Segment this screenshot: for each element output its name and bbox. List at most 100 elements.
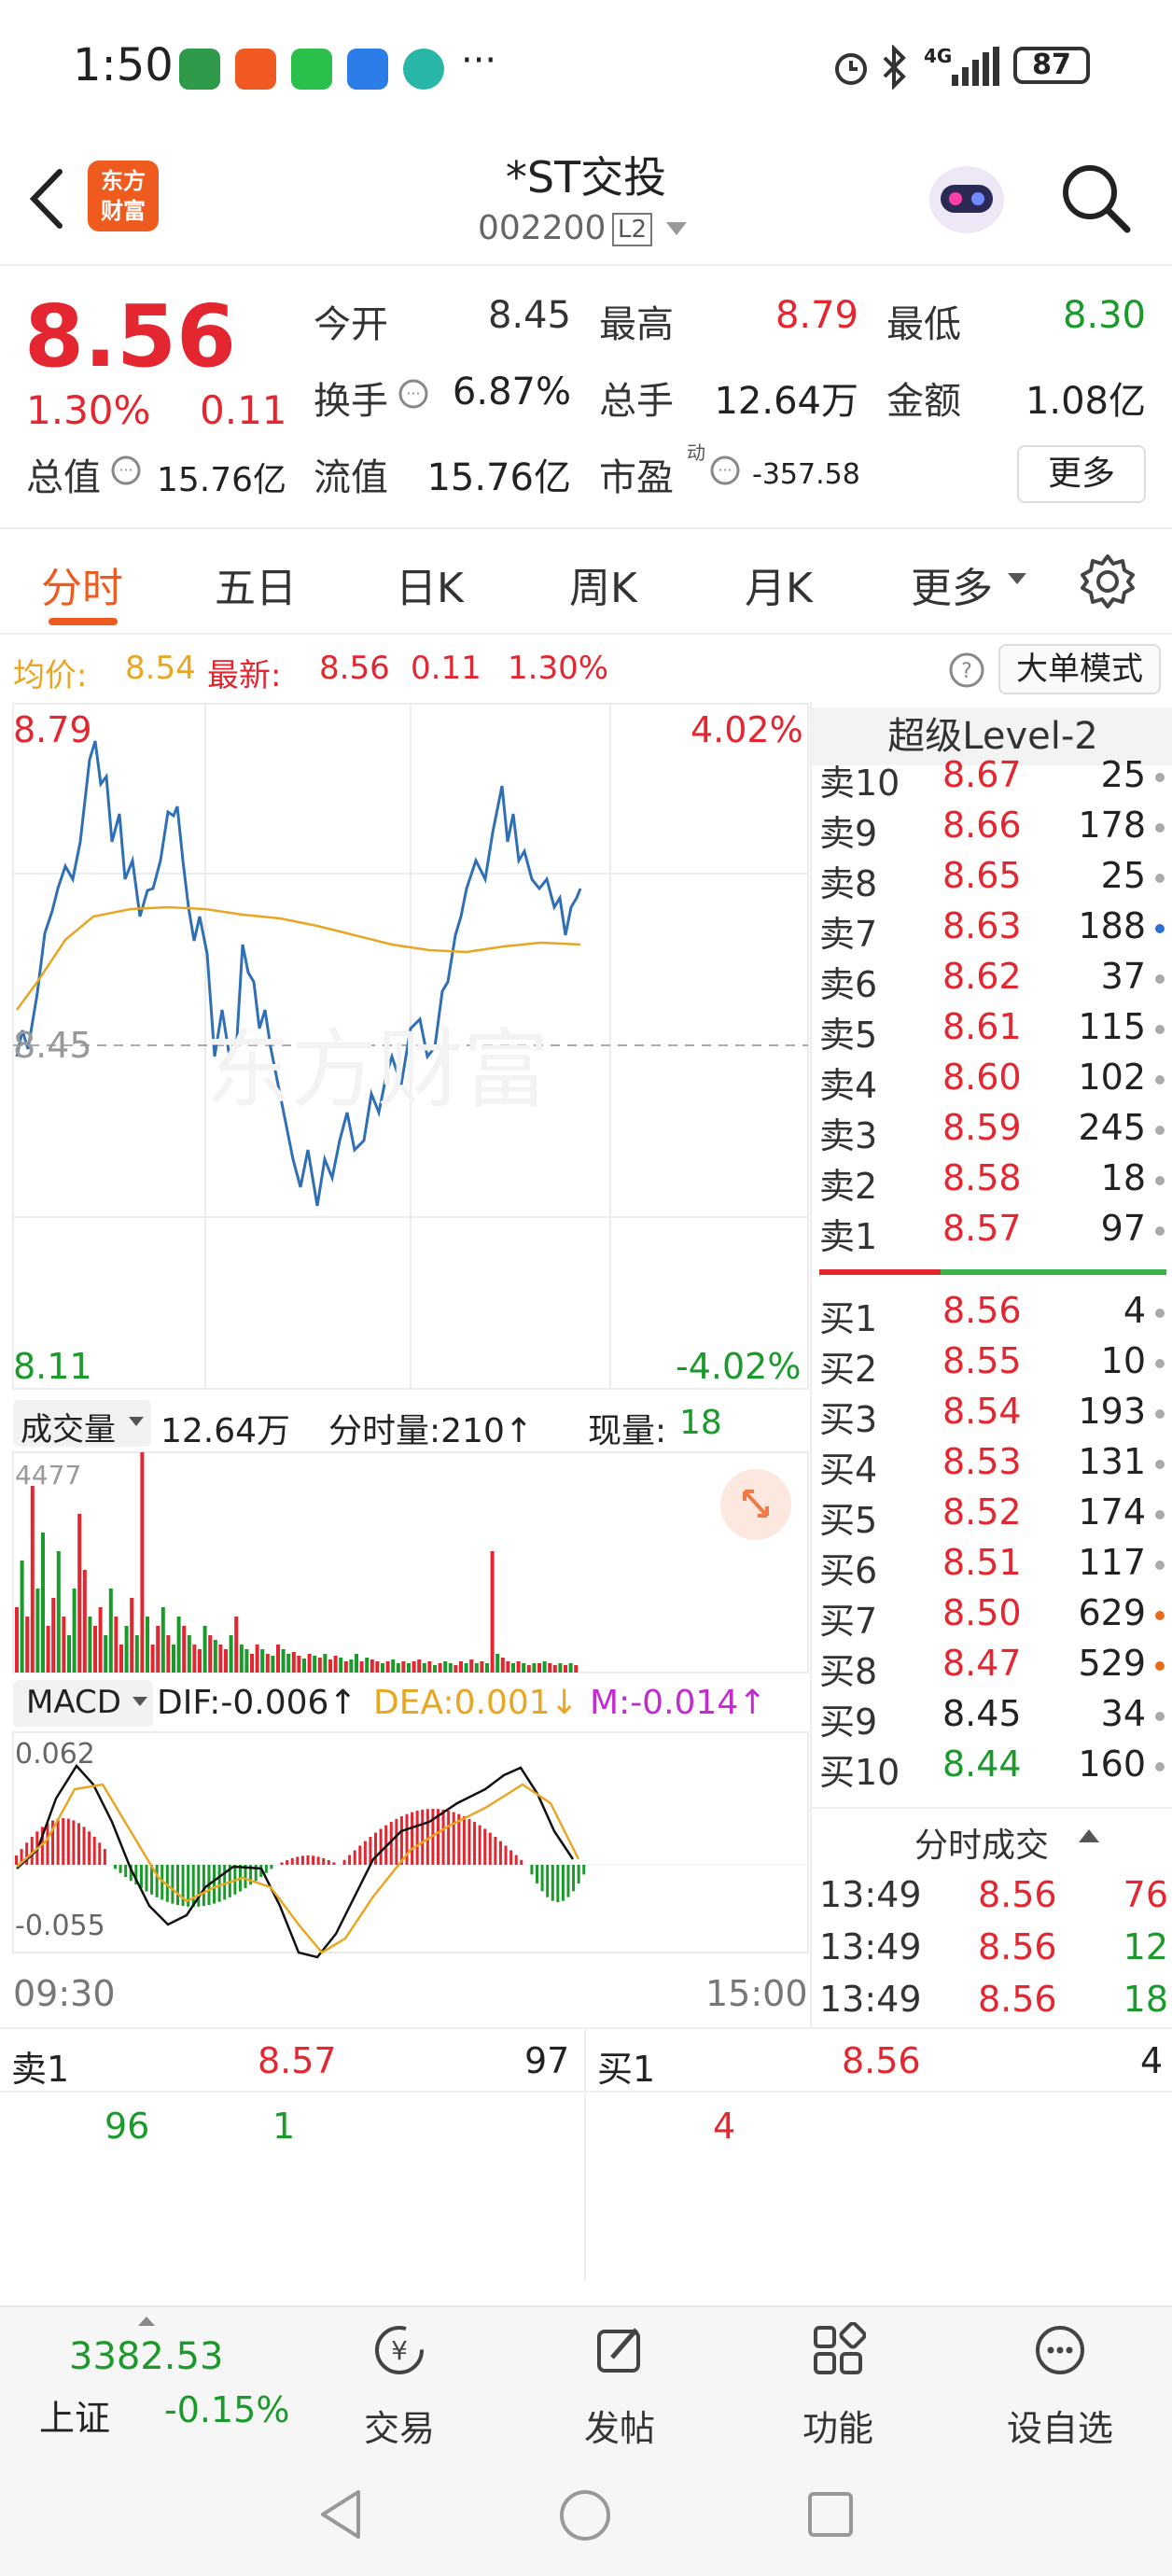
robot-assistant-icon[interactable] xyxy=(922,151,1012,241)
trade-volume: 76 xyxy=(1123,1874,1168,1915)
buy-order-row[interactable]: 买4 8.53 131 xyxy=(812,1441,1172,1491)
large-order-mode-button[interactable]: 大单模式 xyxy=(998,644,1161,694)
help-icon[interactable]: ? xyxy=(948,651,985,689)
back-arrow-icon[interactable] xyxy=(26,166,67,231)
trades-header[interactable]: 分时成交 xyxy=(812,1807,1172,1865)
tab-daily-k[interactable]: 日K xyxy=(396,565,464,612)
current-volume-label: 现量: xyxy=(588,1412,667,1450)
macd-bar xyxy=(327,1860,330,1865)
bluetooth-icon xyxy=(883,45,906,90)
info-circle-icon[interactable]: ··· xyxy=(110,455,142,486)
sell-price: 8.57 xyxy=(942,1208,1022,1249)
sell-price: 8.66 xyxy=(942,805,1022,846)
svg-text:···: ··· xyxy=(119,461,133,479)
macd-bar xyxy=(134,1865,138,1885)
sell-order-row[interactable]: 卖2 8.58 18 xyxy=(812,1157,1172,1208)
macd-bar xyxy=(249,1865,253,1885)
nav-trade[interactable]: ¥ 交易 xyxy=(325,2322,474,2451)
sell-level-label: 卖1 xyxy=(819,1216,878,1257)
volume-bar xyxy=(381,1663,384,1673)
system-recents-icon[interactable] xyxy=(806,2490,855,2539)
trade-yen-icon: ¥ xyxy=(375,2326,424,2374)
tab-more[interactable]: 更多 xyxy=(911,565,993,612)
macd-bar xyxy=(572,1865,576,1892)
dropdown-triangle-icon[interactable] xyxy=(666,222,687,237)
info-circle-icon[interactable]: ··· xyxy=(709,455,741,486)
high-label: 最高 xyxy=(599,303,674,346)
buy-order-row[interactable]: 买9 8.45 34 xyxy=(812,1693,1172,1743)
buy-order-row[interactable]: 买8 8.47 529 xyxy=(812,1643,1172,1693)
sell-order-row[interactable]: 卖4 8.60 102 xyxy=(812,1057,1172,1107)
volume-bar xyxy=(244,1649,249,1673)
app-notification-icon xyxy=(235,49,276,90)
sell-order-row[interactable]: 卖5 8.61 115 xyxy=(812,1006,1172,1057)
macd-bar xyxy=(316,1856,320,1865)
sell-order-row[interactable]: 卖10 8.67 25 xyxy=(812,754,1172,805)
grid-apps-icon xyxy=(814,2321,867,2374)
volume-bar xyxy=(443,1661,448,1673)
volume-bar xyxy=(307,1654,312,1673)
volume-bar xyxy=(313,1656,317,1673)
volume-bar xyxy=(542,1661,547,1673)
sell-volume: 245 xyxy=(1078,1107,1146,1148)
system-back-icon[interactable] xyxy=(317,2488,366,2541)
buy-order-row[interactable]: 买10 8.44 160 xyxy=(812,1743,1172,1794)
expand-chart-button[interactable] xyxy=(720,1469,791,1540)
macd-selector[interactable]: MACD xyxy=(13,1680,153,1727)
search-icon[interactable] xyxy=(1058,161,1133,235)
time-start-label: 09:30 xyxy=(13,1973,116,2014)
index-ticker[interactable]: 3382.53 上证 -0.15% xyxy=(0,2307,299,2447)
sell-order-row[interactable]: 卖6 8.62 37 xyxy=(812,956,1172,1006)
buy-order-row[interactable]: 买6 8.51 117 xyxy=(812,1542,1172,1592)
sell-price: 8.63 xyxy=(942,905,1022,946)
sell-price: 8.60 xyxy=(942,1057,1022,1098)
nav-add-watchlist[interactable]: 设自选 xyxy=(985,2322,1135,2451)
buy-level-label: 买4 xyxy=(819,1449,878,1491)
volume-bar xyxy=(82,1570,87,1673)
sell-price: 8.58 xyxy=(942,1157,1022,1198)
volume-bar xyxy=(500,1658,505,1673)
volume-bar xyxy=(271,1656,275,1673)
buy-order-row[interactable]: 买2 8.55 10 xyxy=(812,1340,1172,1391)
settings-gear-icon[interactable] xyxy=(1079,553,1137,610)
volume-bar xyxy=(401,1661,406,1673)
time-end-label: 15:00 xyxy=(705,1973,808,2014)
sell-order-row[interactable]: 卖3 8.59 245 xyxy=(812,1107,1172,1157)
buy-order-row[interactable]: 买1 8.56 4 xyxy=(812,1290,1172,1340)
sell-order-row[interactable]: 卖7 8.63 188 xyxy=(812,905,1172,956)
buy-order-row[interactable]: 买3 8.54 193 xyxy=(812,1391,1172,1441)
volume-bar xyxy=(15,1607,19,1673)
intraday-chart[interactable]: 8.79 4.02% 8.45 8.11 -4.02% 东方财富 成交量 12.… xyxy=(0,702,810,2027)
stock-code[interactable]: 002200 xyxy=(478,209,607,247)
macd-bar xyxy=(514,1855,518,1865)
volume-bar xyxy=(119,1645,123,1673)
nav-post[interactable]: 发帖 xyxy=(545,2322,694,2451)
sell-order-row[interactable]: 卖8 8.65 25 xyxy=(812,855,1172,905)
macd-bar xyxy=(546,1865,550,1897)
tab-weekly-k[interactable]: 周K xyxy=(569,565,637,612)
best-divider xyxy=(584,2029,586,2281)
info-circle-icon[interactable]: ··· xyxy=(398,378,429,410)
tab-intraday[interactable]: 分时 xyxy=(41,565,123,612)
sell-order-row[interactable]: 卖1 8.57 97 xyxy=(812,1208,1172,1258)
volume-bar xyxy=(516,1661,521,1673)
float-mv-value: 15.76亿 xyxy=(426,456,571,499)
tab-monthly-k[interactable]: 月K xyxy=(745,565,813,612)
dropdown-triangle-icon[interactable] xyxy=(1008,573,1026,586)
float-mv-label: 流值 xyxy=(314,456,388,499)
volume-bar xyxy=(265,1654,270,1673)
buy-order-row[interactable]: 买5 8.52 174 xyxy=(812,1491,1172,1542)
volume-bar xyxy=(56,1551,61,1673)
macd-bar xyxy=(254,1865,258,1882)
nav-functions[interactable]: 功能 xyxy=(763,2321,913,2451)
macd-bar xyxy=(421,1809,425,1865)
more-button[interactable]: 更多 xyxy=(1017,445,1146,503)
dea-line xyxy=(16,1783,580,1954)
order-book-title[interactable]: 超级Level-2 xyxy=(812,707,1172,765)
system-home-icon[interactable] xyxy=(558,2488,612,2542)
tab-five-day[interactable]: 五日 xyxy=(215,565,297,612)
sell-order-row[interactable]: 卖9 8.66 178 xyxy=(812,805,1172,855)
sell-volume: 25 xyxy=(1100,754,1146,795)
buy-order-row[interactable]: 买7 8.50 629 xyxy=(812,1592,1172,1643)
volume-selector[interactable]: 成交量 xyxy=(13,1400,151,1449)
